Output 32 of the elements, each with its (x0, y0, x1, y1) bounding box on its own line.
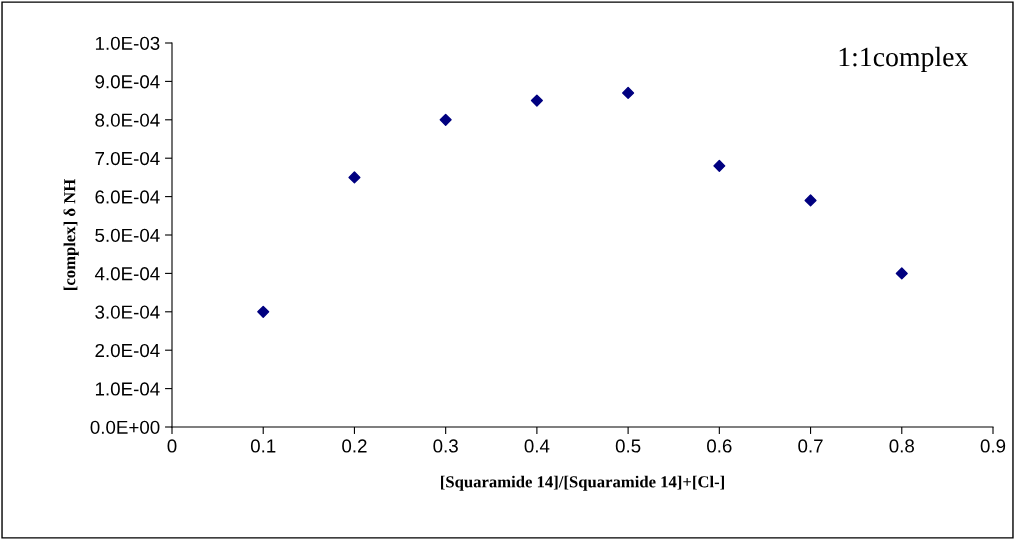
x-tick-label: 0 (167, 439, 177, 453)
y-tick-label: 8.0E-04 (95, 113, 160, 127)
x-axis-title: [Squaramide 14]/[Squaramide 14]+[Cl-] (441, 475, 724, 491)
y-tick-label: 6.0E-04 (95, 190, 160, 204)
y-tick-label: 0.0E+00 (90, 420, 160, 434)
x-tick-label: 0.1 (250, 439, 276, 453)
y-tick-label: 9.0E-04 (95, 75, 160, 89)
y-axis-title: [complex] δ NH (63, 179, 79, 290)
x-tick-label: 0.4 (524, 439, 550, 453)
point (439, 113, 452, 126)
y-tick-label: 7.0E-04 (95, 151, 160, 166)
x-tick-label: 0.9 (980, 439, 1006, 453)
y-tick-label: 1.0E-03 (95, 36, 160, 50)
point (895, 267, 908, 280)
point (804, 194, 817, 207)
x-tick-label: 0.8 (889, 439, 914, 453)
x-tick-label: 0.5 (615, 439, 641, 453)
y-tick-label: 5.0E-04 (95, 228, 160, 242)
x-tick-label: 0.3 (433, 439, 458, 453)
y-tick-label: 1.0E-04 (95, 382, 160, 396)
x-tick-label: 0.2 (342, 439, 367, 453)
y-tick-label: 2.0E-04 (95, 343, 160, 358)
point (713, 159, 726, 172)
y-tick-label: 4.0E-04 (94, 267, 160, 281)
point (257, 305, 270, 318)
annotation: 1:1complex (839, 46, 969, 73)
x-tick-label: 0.7 (798, 439, 823, 453)
point (622, 86, 635, 99)
x-tick-label: 0.6 (707, 439, 732, 453)
point (530, 94, 543, 107)
point (348, 171, 361, 184)
y-tick-label: 3.0E-04 (95, 305, 160, 319)
